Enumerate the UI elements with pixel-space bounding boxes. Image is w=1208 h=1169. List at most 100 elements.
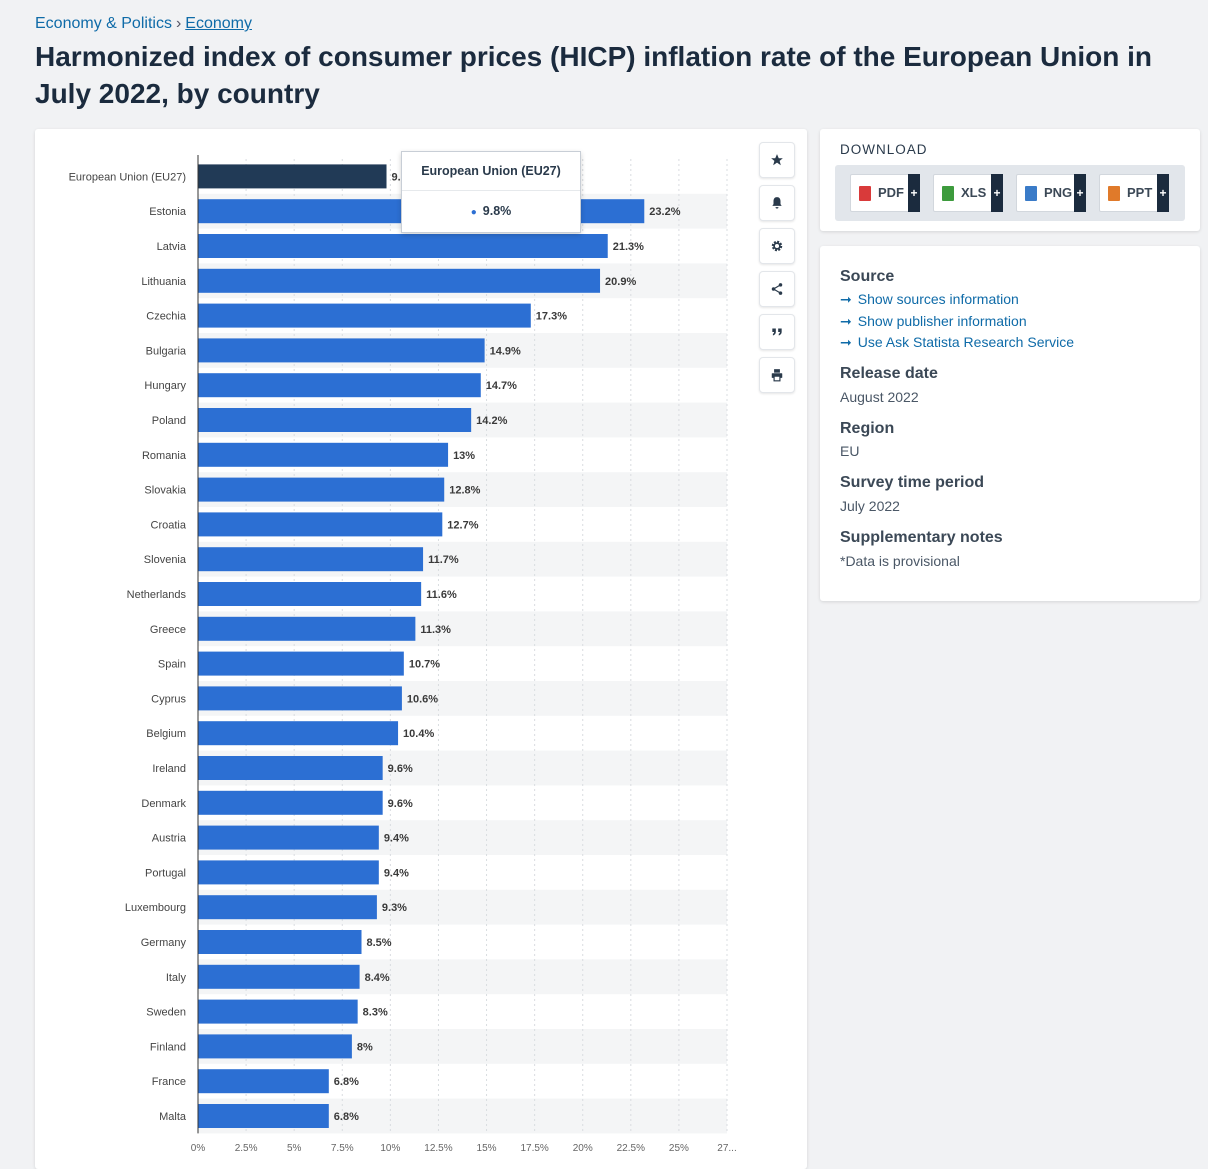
region-value: EU (840, 443, 860, 459)
bar (198, 1104, 329, 1128)
value-label: 20.9% (605, 276, 636, 288)
supplementary-notes-value: *Data is provisional (840, 553, 960, 569)
tooltip-title: European Union (EU27) (402, 152, 580, 191)
show-sources-link[interactable]: ➞ Show sources information (840, 291, 1019, 308)
category-label: Belgium (146, 728, 186, 740)
category-label: Czechia (146, 311, 187, 323)
breadcrumb-parent-link[interactable]: Economy & Politics (35, 15, 172, 32)
x-tick-label: 0% (191, 1143, 206, 1154)
download-heading: DOWNLOAD (840, 142, 928, 157)
bar (198, 616, 416, 641)
bar (198, 408, 472, 432)
value-label: 11.6% (426, 589, 457, 601)
value-label: 8.5% (367, 937, 392, 949)
survey-period-value: July 2022 (840, 498, 900, 514)
value-label: 8.4% (365, 972, 390, 984)
print-icon (771, 369, 783, 382)
category-label: European Union (EU27) (69, 171, 186, 183)
statistic-info-card: Source ➞ Show sources information ➞ Show p… (820, 246, 1200, 601)
arrow-right-icon: ➞ (840, 291, 852, 307)
bar (198, 964, 360, 989)
category-label: Sweden (146, 1007, 186, 1019)
download-pdf-button[interactable]: PDF + (850, 174, 920, 212)
category-label: Estonia (149, 206, 187, 218)
category-label: Romania (142, 450, 187, 462)
bar (198, 1069, 329, 1094)
download-card: DOWNLOAD PDF + XLS + PNG + PPT + (820, 129, 1200, 231)
bar (198, 338, 485, 363)
bar (198, 442, 449, 467)
category-label: Netherlands (127, 589, 187, 601)
bar (198, 756, 383, 780)
download-png-label: PNG (1044, 185, 1073, 200)
value-label: 6.8% (334, 1111, 359, 1123)
category-label: Hungary (144, 380, 186, 392)
x-tick-label: 20% (573, 1143, 593, 1154)
bar (198, 268, 601, 293)
category-label: Spain (158, 659, 186, 671)
category-label: Latvia (157, 241, 187, 253)
ask-statista-link[interactable]: ➞ Use Ask Statista Research Service (840, 334, 1074, 351)
value-label: 10.6% (407, 693, 438, 705)
bar (198, 790, 383, 815)
pdf-file-icon (859, 186, 871, 201)
category-label: Slovakia (144, 485, 186, 497)
x-tick-label: 12.5% (424, 1143, 452, 1154)
cite-button[interactable] (759, 314, 795, 350)
region-heading: Region (840, 420, 895, 437)
xls-file-icon (942, 186, 954, 201)
x-tick-label: 15% (477, 1143, 497, 1154)
value-label: 21.3% (613, 241, 644, 253)
bar (198, 651, 404, 676)
category-label: Portugal (145, 867, 186, 879)
category-label: Ireland (152, 763, 186, 775)
bar (198, 1034, 352, 1059)
x-tick-label: 22.5% (617, 1143, 645, 1154)
settings-button[interactable] (759, 228, 795, 264)
bar (198, 477, 445, 502)
favorite-button[interactable] (759, 142, 795, 178)
value-label: 12.8% (449, 485, 480, 497)
tooltip-series-dot: ● (470, 207, 477, 218)
show-publisher-link[interactable]: ➞ Show publisher information (840, 313, 1027, 330)
download-ppt-label: PPT (1127, 185, 1153, 200)
arrow-right-icon: ➞ (840, 334, 852, 350)
arrow-right-icon: ➞ (840, 313, 852, 329)
value-label: 8.3% (363, 1007, 388, 1019)
download-ppt-button[interactable]: PPT + (1099, 174, 1169, 212)
share-icon (771, 283, 783, 295)
gear-icon (771, 240, 783, 252)
category-label: Bulgaria (146, 345, 187, 357)
value-label: 9.4% (384, 867, 409, 879)
bar (198, 686, 402, 711)
bar (198, 860, 379, 885)
plus-icon: + (908, 174, 920, 212)
share-button[interactable] (759, 271, 795, 307)
print-button[interactable] (759, 357, 795, 393)
category-label: Cyprus (151, 693, 186, 705)
download-xls-button[interactable]: XLS + (933, 174, 1003, 212)
bar (198, 547, 424, 572)
category-label: Croatia (151, 519, 187, 531)
value-label: 10.4% (403, 728, 434, 740)
category-label: Greece (150, 624, 186, 636)
category-label: Denmark (141, 798, 186, 810)
category-label: Malta (159, 1111, 187, 1123)
bar (198, 234, 608, 258)
breadcrumb-separator: › (175, 15, 182, 32)
value-label: 10.7% (409, 659, 440, 671)
category-label: Italy (166, 972, 187, 984)
breadcrumb-current-link[interactable]: Economy (185, 15, 252, 32)
value-label: 8% (357, 1041, 373, 1053)
bar (198, 930, 362, 954)
tooltip-value: 9.8% (482, 204, 512, 218)
download-xls-label: XLS (961, 185, 987, 200)
category-label: Poland (152, 415, 186, 427)
bar (198, 895, 377, 920)
plus-icon: + (1157, 174, 1169, 212)
download-png-button[interactable]: PNG + (1016, 174, 1086, 212)
notification-button[interactable] (759, 185, 795, 221)
value-label: 11.7% (428, 554, 459, 566)
x-tick-label: 17.5% (520, 1143, 548, 1154)
value-label: 23.2% (649, 206, 680, 218)
